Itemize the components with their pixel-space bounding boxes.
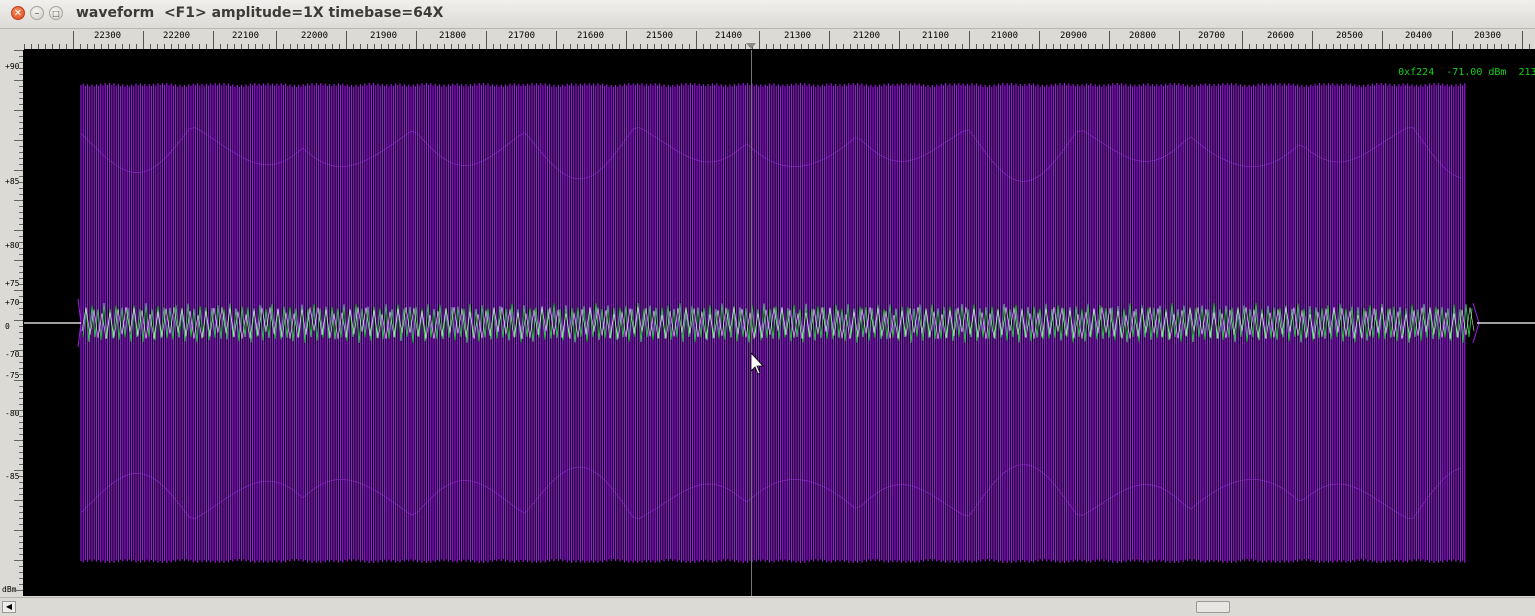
ruler-label: 21200 bbox=[853, 31, 881, 41]
ruler-label: 22200 bbox=[163, 31, 191, 41]
mouse-pointer-icon bbox=[750, 351, 764, 375]
ruler-label: 20500 bbox=[1336, 31, 1364, 41]
ruler-label: 21900 bbox=[370, 31, 398, 41]
close-icon[interactable]: ✕ bbox=[11, 6, 25, 20]
ruler-label: 21500 bbox=[646, 31, 674, 41]
minimize-icon[interactable]: – bbox=[30, 6, 44, 20]
ruler-label: 20700 bbox=[1198, 31, 1226, 41]
axis-label: +70 bbox=[5, 298, 20, 307]
ruler-label: 21700 bbox=[508, 31, 536, 41]
inner-trace bbox=[82, 302, 1473, 344]
magnitude-envelope-bottom bbox=[80, 464, 1462, 520]
ruler-label: 20600 bbox=[1267, 31, 1295, 41]
ruler-label: 22100 bbox=[232, 31, 260, 41]
scroll-left-arrow-icon[interactable]: ◀ bbox=[2, 601, 16, 613]
axis-label: -80 bbox=[5, 409, 20, 418]
ruler-label: 20300 bbox=[1474, 31, 1502, 41]
scrollbar-thumb[interactable] bbox=[1196, 601, 1230, 613]
ruler-label: 21400 bbox=[715, 31, 743, 41]
ruler-label: 21100 bbox=[922, 31, 950, 41]
axis-label: +75 bbox=[5, 279, 20, 288]
ruler-label: 20800 bbox=[1129, 31, 1157, 41]
waveform-plot[interactable]: 0xf224 -71.00 dBm 2134 bbox=[24, 50, 1535, 596]
magnitude-envelope-top bbox=[80, 126, 1462, 182]
ruler-ticks bbox=[24, 31, 1530, 49]
waveform-svg bbox=[24, 50, 1535, 596]
ruler-label: 21000 bbox=[991, 31, 1019, 41]
cursor-marker-icon[interactable] bbox=[746, 43, 756, 49]
axis-label: -70 bbox=[5, 350, 20, 359]
amplitude-axis: +90 +85 +80 +75 +70 0 -70 -75 -80 -85 dBm bbox=[0, 50, 24, 596]
ruler-label: 21800 bbox=[439, 31, 467, 41]
axis-label: +80 bbox=[5, 241, 20, 250]
horizontal-scrollbar[interactable]: ◀ bbox=[0, 597, 1535, 616]
cursor-readout: 0xf224 -71.00 dBm 2134 bbox=[1374, 56, 1535, 89]
ruler-label: 20400 bbox=[1405, 31, 1433, 41]
ruler-label: 21600 bbox=[577, 31, 605, 41]
title-bar: ✕ – □ waveform <F1> amplitude=1X timebas… bbox=[0, 0, 1535, 29]
axis-label: +90 bbox=[5, 62, 20, 71]
axis-unit: dBm bbox=[2, 585, 17, 594]
axis-ticks bbox=[14, 50, 24, 596]
window-title: waveform <F1> amplitude=1X timebase=64X bbox=[76, 5, 444, 21]
axis-label: 0 bbox=[5, 322, 10, 331]
ruler-label: 21300 bbox=[784, 31, 812, 41]
maximize-icon[interactable]: □ bbox=[49, 6, 63, 20]
axis-label: -85 bbox=[5, 472, 20, 481]
readout-address: 0xf224 bbox=[1398, 67, 1435, 78]
axis-label: -75 bbox=[5, 371, 20, 380]
ruler-label: 20900 bbox=[1060, 31, 1088, 41]
readout-time: 2134 bbox=[1518, 67, 1535, 78]
axis-label: +85 bbox=[5, 177, 20, 186]
readout-level: -71.00 dBm bbox=[1446, 67, 1507, 78]
signal-detail-trace bbox=[81, 306, 1475, 340]
time-ruler[interactable]: 22300 22200 22100 22000 21900 21800 21700 21600… bbox=[24, 29, 1535, 50]
ruler-label: 22000 bbox=[301, 31, 329, 41]
ruler-label: 22300 bbox=[94, 31, 122, 41]
